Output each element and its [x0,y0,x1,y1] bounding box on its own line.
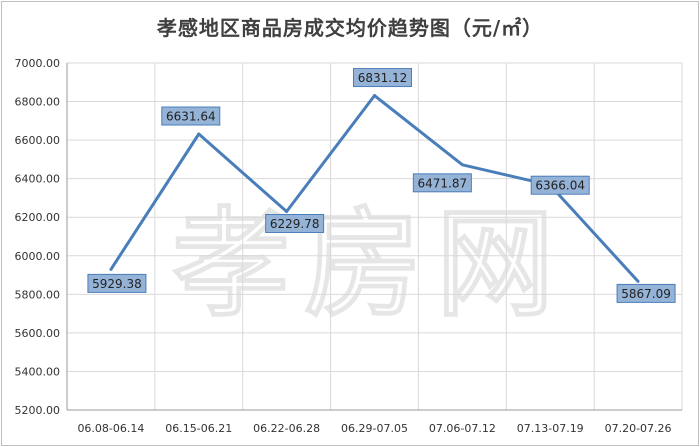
data-point [460,163,464,167]
data-label-box [87,273,147,293]
data-point [285,209,289,213]
data-label-box [616,283,676,303]
data-label-box [530,175,590,195]
chart-title: 孝感地区商品房成交均价趋势图（元/㎡） [156,16,544,40]
x-tick-label: 07.13-07.19 [517,422,584,435]
y-tick-label: 5800.00 [15,288,61,301]
x-tick-label: 06.15-06.21 [165,422,232,435]
data-label: 6229.78 [270,217,320,231]
data-point [197,132,201,136]
data-label: 6366.04 [535,179,585,193]
y-tick-label: 6400.00 [15,173,61,186]
data-label: 6631.64 [166,110,216,124]
data-label-box [161,106,221,126]
x-tick-label: 06.08-06.14 [77,422,144,435]
data-label: 6831.12 [358,71,408,85]
y-tick-label: 6600.00 [15,134,61,147]
y-tick-label: 5200.00 [15,404,61,417]
data-label-box [412,173,472,193]
y-tick-label: 7000.00 [15,57,61,70]
data-point [373,94,376,98]
y-tick-label: 6200.00 [15,211,61,224]
y-tick-label: 6000.00 [15,250,61,263]
data-label: 6471.87 [418,176,468,190]
y-tick-label: 5600.00 [15,327,61,340]
y-tick-label: 6800.00 [15,96,61,109]
x-tick-label: 06.29-07.05 [341,422,408,435]
x-tick-label: 06.22-06.28 [253,422,320,435]
data-label: 5867.09 [621,287,671,301]
data-point [636,279,640,283]
x-tick-label: 07.20-07.26 [605,422,672,435]
data-label-box [353,68,412,88]
x-tick-label: 07.06-07.12 [429,422,496,435]
data-label: 5929.38 [92,277,142,291]
y-tick-label: 5400.00 [15,365,61,378]
data-label-box [265,213,325,233]
data-point [109,267,113,271]
